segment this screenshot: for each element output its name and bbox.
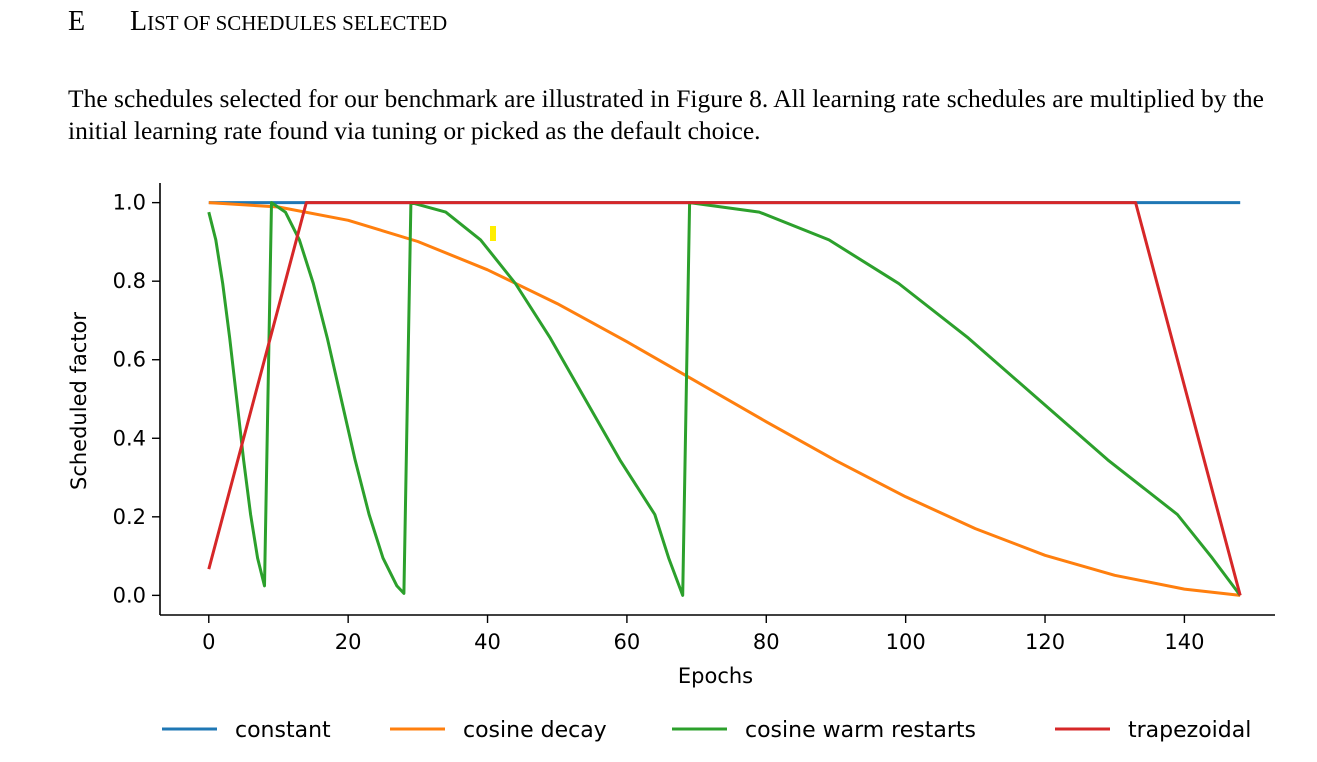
x-tick-label: 100 [886,630,926,654]
series-line-cosine-decay [208,201,1241,597]
x-tick-label: 120 [1025,630,1065,654]
y-tick-label: 0.2 [113,505,146,529]
legend-label: trapezoidal [1128,718,1251,743]
y-tick-label: 0.6 [113,348,146,372]
x-axis-label: Epochs [678,664,753,688]
chart-axes: 0 20 40 60 80 100 120 140 0.0 0.2 0.4 0.6 0.8 1.0 Epoc… [67,183,1275,688]
section-number: E [68,6,86,37]
y-tick-label: 0.0 [113,583,146,607]
section-title-rest: IST OF SCHEDULES SELECTED [147,11,448,35]
section-heading: E LIST OF SCHEDULES SELECTED [68,6,447,38]
series-line-cosine-warm-restarts [207,201,1242,597]
yellow-marker [490,226,496,241]
chart-legend: constant cosine decay cosine warm restarts… [162,718,1251,743]
x-tick-label: 0 [202,630,215,654]
y-tick-label: 0.8 [113,269,146,293]
series-layer [207,201,1242,597]
body-paragraph: The schedules selected for our benchmark… [68,84,1264,145]
x-tick-label: 20 [335,630,362,654]
x-tick-label: 60 [614,630,641,654]
legend-label: cosine decay [463,718,607,743]
series-line-trapezoidal [207,201,1242,596]
y-tick-label: 1.0 [113,191,146,215]
y-axis-label: Scheduled factor [67,312,91,490]
x-tick-label: 40 [474,630,501,654]
legend-label: cosine warm restarts [745,718,976,743]
legend-label: constant [235,718,331,743]
y-tick-label: 0.4 [113,426,146,450]
x-tick-label: 140 [1164,630,1204,654]
x-tick-label: 80 [753,630,780,654]
section-title-initial: L [130,6,148,37]
